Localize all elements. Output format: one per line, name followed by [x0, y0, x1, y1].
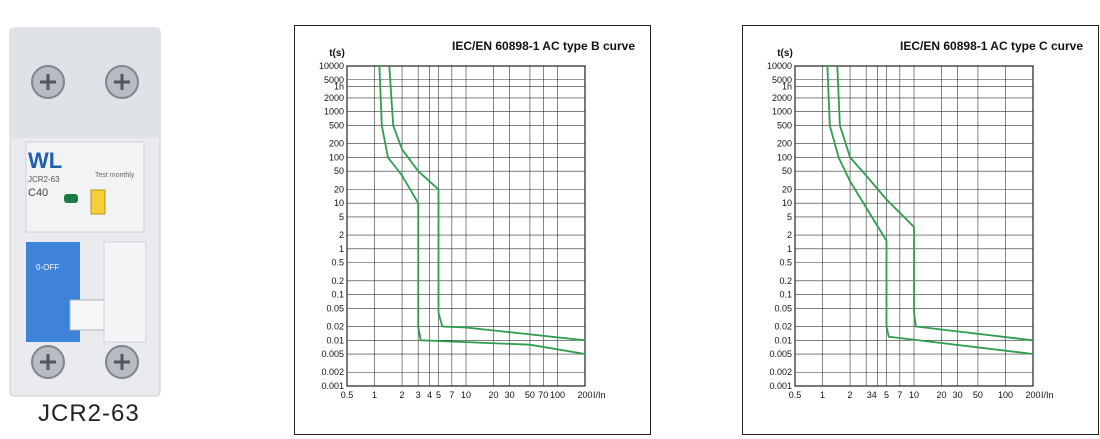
y-tick-label: 0.5 [331, 258, 344, 268]
y-tick-label: 0.02 [326, 322, 344, 332]
breaker-illustration: WL JCR2-63 C40 Test monthly 0-OFF [9, 27, 161, 397]
x-tick-label: 0.5 [341, 390, 354, 400]
x-axis-label: I/In [593, 390, 606, 400]
y-tick-label: 2000 [324, 93, 344, 103]
y-tick-label: 2 [339, 230, 344, 240]
y-tick-label: 0.05 [774, 303, 792, 313]
x-tick-label: 20 [489, 390, 499, 400]
x-tick-label: 200 [577, 390, 592, 400]
y-tick-label: 1 [787, 244, 792, 254]
y-tick-label: 1h [334, 81, 344, 91]
brand-logo: WL [28, 148, 62, 173]
series-line-2 [388, 65, 586, 342]
x-tick-label: 50 [973, 390, 983, 400]
chart-title: IEC/EN 60898-1 AC type B curve [452, 39, 635, 53]
y-tick-label: 0.001 [769, 381, 792, 391]
y-tick-label: 0.01 [326, 335, 344, 345]
indicator-light [64, 194, 78, 203]
y-tick-label: 0.1 [331, 290, 344, 300]
y-tick-label: 100 [329, 152, 344, 162]
y-tick-label: 10 [334, 198, 344, 208]
y-tick-label: 1000 [324, 107, 344, 117]
y-tick-label: 100 [777, 152, 792, 162]
x-tick-label: 3 [416, 390, 421, 400]
chart-c-frame: IEC/EN 60898-1 AC type C curve t(s) 10000 5… [742, 25, 1099, 435]
chart-b-svg: IEC/EN 60898-1 AC type B curve t(s) 10000 5… [319, 39, 635, 400]
y-axis-label: t(s) [777, 48, 793, 59]
product-name: JCR2-63 [38, 400, 140, 427]
y-axis-label: t(s) [329, 48, 345, 59]
model-label: JCR2-63 [28, 175, 60, 184]
y-tick-label: 10 [782, 198, 792, 208]
x-tick-label: 1 [820, 390, 825, 400]
y-tick-label: 2000 [772, 93, 792, 103]
y-tick-label: 10000 [767, 61, 792, 71]
y-tick-label: 500 [777, 120, 792, 130]
x-tick-label: 0.5 [789, 390, 802, 400]
x-tick-label: 5 [436, 390, 441, 400]
y-tick-label: 0.2 [331, 276, 344, 286]
x-tick-label: 70 [538, 390, 548, 400]
test-label: Test monthly [95, 172, 135, 179]
y-tick-label: 5 [339, 212, 344, 222]
y-tick-label: 0.05 [326, 303, 344, 313]
y-tick-label: 1 [339, 244, 344, 254]
y-tick-label: 50 [334, 166, 344, 176]
x-tick-label: 5 [884, 390, 889, 400]
x-tick-label: 100 [998, 390, 1013, 400]
y-tick-label: 200 [329, 139, 344, 149]
x-tick-label: 34 [867, 390, 877, 400]
y-tick-label: 0.5 [779, 258, 792, 268]
x-tick-label: 1 [372, 390, 377, 400]
y-tick-label: 1h [782, 81, 792, 91]
y-tick-label: 0.02 [774, 322, 792, 332]
x-tick-label: 4 [427, 390, 432, 400]
y-tick-label: 0.005 [769, 349, 792, 359]
series-line-1 [378, 65, 586, 355]
x-tick-label: 7 [897, 390, 902, 400]
y-tick-label: 0.1 [779, 290, 792, 300]
x-tick-label: 30 [505, 390, 515, 400]
y-tick-label: 0.001 [321, 381, 344, 391]
y-tick-label: 0.005 [321, 349, 344, 359]
y-tick-label: 50 [782, 166, 792, 176]
x-tick-label: 20 [937, 390, 947, 400]
chart-title: IEC/EN 60898-1 AC type C curve [900, 39, 1083, 53]
y-tick-label: 0.002 [769, 367, 792, 377]
test-button [90, 189, 106, 215]
switch-label: 0-OFF [36, 263, 59, 272]
y-tick-label: 5 [787, 212, 792, 222]
y-tick-label: 2 [787, 230, 792, 240]
y-tick-label: 0.2 [779, 276, 792, 286]
series-line-2 [836, 65, 1034, 342]
series-line-1 [826, 65, 1034, 355]
y-tick-label: 20 [334, 184, 344, 194]
rating-label: C40 [28, 187, 48, 199]
x-axis-label: I/In [1041, 390, 1054, 400]
x-tick-label: 10 [461, 390, 471, 400]
x-tick-label: 7 [449, 390, 454, 400]
y-tick-label: 500 [329, 120, 344, 130]
y-tick-label: 10000 [319, 61, 344, 71]
chart-b-frame: IEC/EN 60898-1 AC type B curve t(s) 10000 5… [294, 25, 651, 435]
x-tick-label: 200 [1025, 390, 1040, 400]
x-tick-label: 30 [953, 390, 963, 400]
x-tick-label: 2 [400, 390, 405, 400]
y-tick-label: 5000 [772, 75, 792, 85]
y-tick-label: 1000 [772, 107, 792, 117]
y-tick-label: 200 [777, 139, 792, 149]
y-tick-label: 20 [782, 184, 792, 194]
chart-c-svg: IEC/EN 60898-1 AC type C curve t(s) 10000 5… [767, 39, 1083, 400]
y-tick-label: 0.002 [321, 367, 344, 377]
y-tick-label: 5000 [324, 75, 344, 85]
x-tick-label: 10 [909, 390, 919, 400]
y-tick-label: 0.01 [774, 335, 792, 345]
x-tick-label: 100 [550, 390, 565, 400]
x-tick-label: 50 [525, 390, 535, 400]
x-tick-label: 2 [848, 390, 853, 400]
